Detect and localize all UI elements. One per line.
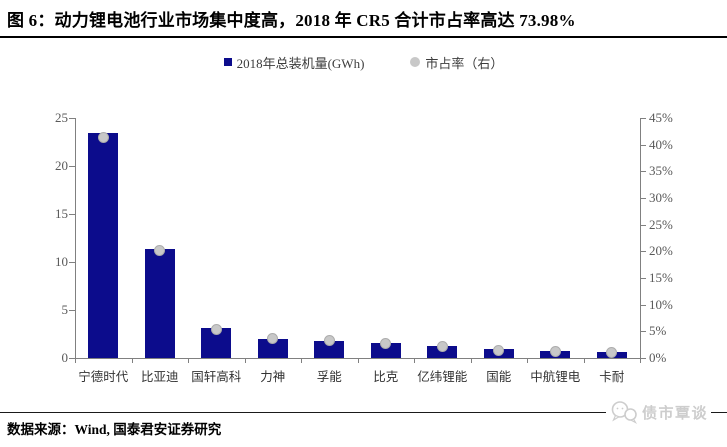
dot-国能 <box>493 344 505 356</box>
x-tick-mark-9 <box>583 358 585 363</box>
right-tick-mark-9 <box>640 118 646 119</box>
x-tick-mark-1 <box>131 358 133 363</box>
right-tick-label-7: 35% <box>649 163 673 179</box>
footer-rule <box>0 412 727 413</box>
x-tick-mark-4 <box>301 358 302 363</box>
category-label-力神: 力神 <box>260 370 286 384</box>
category-label-宁德时代: 宁德时代 <box>78 370 129 384</box>
category-label-中航锂电: 中航锂电 <box>530 370 581 384</box>
right-tick-label-8: 40% <box>649 136 673 152</box>
dot-宁德时代 <box>97 132 109 144</box>
right-tick-label-9: 45% <box>649 110 673 125</box>
right-tick-mark-5 <box>640 224 646 226</box>
left-tick-mark-1 <box>69 310 75 311</box>
right-tick-mark-1 <box>640 331 646 333</box>
dot-亿纬锂能 <box>436 340 448 352</box>
brand-name: 债市覃谈 <box>641 405 708 422</box>
bar-力神 <box>257 338 288 358</box>
page-title: 图 6：动力锂电池行业市场集中度高，2018 年 CR5 合计市占率高达 73.… <box>7 11 576 30</box>
left-tick-mark-4 <box>69 166 75 167</box>
right-tick-mark-6 <box>640 198 646 199</box>
legend-item-installed-capacity: 2018年总装机量(GWh) <box>223 53 365 72</box>
y-axis-right-line <box>640 118 641 359</box>
left-tick-mark-3 <box>69 214 75 215</box>
x-tick-mark-6 <box>414 358 415 363</box>
dot-国轩高科 <box>210 323 222 335</box>
chat-bubbles-icon <box>611 401 638 424</box>
right-tick-mark-7 <box>640 171 646 173</box>
right-tick-mark-4 <box>640 251 646 253</box>
right-tick-mark-8 <box>640 144 646 146</box>
right-tick-label-3: 15% <box>649 270 673 285</box>
dot-比亚迪 <box>154 245 166 257</box>
category-label-孚能: 孚能 <box>316 370 342 384</box>
category-label-亿纬锂能: 亿纬锂能 <box>417 370 468 384</box>
x-tick-mark-7 <box>470 358 472 363</box>
right-tick-mark-2 <box>640 304 646 306</box>
title-rule <box>0 36 727 38</box>
left-tick-label-0: 0 <box>61 350 69 365</box>
x-tick-mark-10 <box>640 358 641 363</box>
right-tick-label-2: 10% <box>649 296 673 312</box>
category-label-国能: 国能 <box>486 370 512 384</box>
x-tick-mark-8 <box>527 358 528 363</box>
right-tick-mark-0 <box>640 358 646 359</box>
left-tick-mark-0 <box>69 358 75 359</box>
left-tick-label-2: 10 <box>55 254 68 269</box>
left-tick-mark-5 <box>69 118 75 119</box>
legend-label-installed-capacity: 2018年总装机量(GWh) <box>236 55 365 71</box>
data-source: 数据来源：Wind, 国泰君安证券研究 <box>7 422 222 437</box>
dot-卡耐 <box>606 346 618 358</box>
right-tick-label-5: 25% <box>649 216 673 232</box>
x-tick-mark-0 <box>75 358 76 363</box>
right-tick-label-1: 5% <box>649 323 667 339</box>
category-label-比亚迪: 比亚迪 <box>140 370 179 384</box>
left-tick-label-3: 15 <box>55 206 68 221</box>
legend-item-market-share: 市占率（右） <box>410 53 503 72</box>
left-tick-label-5: 25 <box>55 110 68 125</box>
bar-宁德时代 <box>88 133 119 358</box>
bar-比克 <box>370 342 401 358</box>
bar-series-swatch-icon <box>223 58 232 66</box>
x-tick-mark-2 <box>188 358 189 363</box>
category-label-卡耐: 卡耐 <box>599 370 625 384</box>
dot-力神 <box>267 333 279 345</box>
dot-孚能 <box>323 335 335 347</box>
bar-比亚迪 <box>144 248 175 358</box>
category-label-比克: 比克 <box>373 370 399 384</box>
left-tick-label-1: 5 <box>61 302 69 317</box>
right-tick-mark-3 <box>640 278 646 279</box>
x-tick-mark-3 <box>244 358 246 363</box>
dot-中航锂电 <box>549 345 561 357</box>
y-axis-left-line <box>75 118 76 359</box>
bar-孚能 <box>314 340 345 358</box>
left-tick-mark-2 <box>69 262 75 263</box>
category-label-国轩高科: 国轩高科 <box>191 370 242 384</box>
legend-label-market-share: 市占率（右） <box>425 55 504 71</box>
brand-watermark: 债市覃谈 <box>605 400 711 424</box>
dot-比克 <box>380 337 392 349</box>
chart-legend: 2018年总装机量(GWh) 市占率（右） <box>0 53 727 71</box>
right-tick-label-6: 30% <box>649 190 673 205</box>
dot-series-swatch-icon <box>410 57 421 67</box>
right-tick-label-0: 0% <box>649 350 667 365</box>
left-tick-label-4: 20 <box>55 158 68 173</box>
right-tick-label-4: 20% <box>649 243 673 259</box>
x-tick-mark-5 <box>357 358 359 363</box>
